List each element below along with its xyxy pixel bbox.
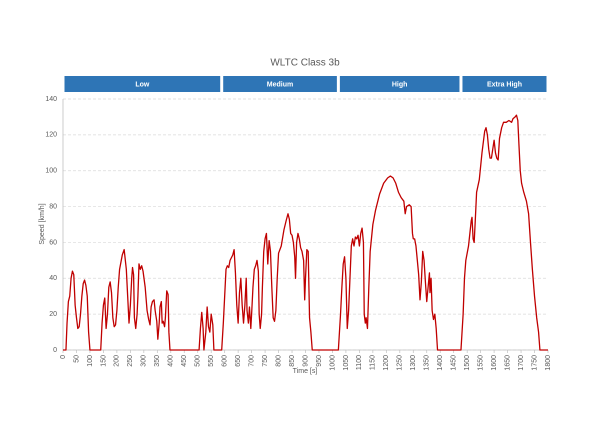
- phase-bar: [64, 76, 221, 92]
- phase-bar: [223, 76, 337, 92]
- speed-line: [63, 114, 548, 351]
- y-axis-label: Speed [km/h]: [39, 203, 46, 244]
- x-tick-label: 1600: [491, 355, 498, 371]
- phase-label: Low: [135, 81, 150, 88]
- y-tick-label: 140: [45, 96, 57, 103]
- y-tick-label: 100: [45, 168, 57, 175]
- y-tick-label: 0: [53, 347, 57, 354]
- phase-label: High: [392, 81, 408, 88]
- chart-title: WLTC Class 3b: [270, 58, 340, 69]
- x-tick-label: 450: [181, 355, 188, 367]
- x-tick-label: 900: [302, 355, 309, 367]
- phase-label: Medium: [267, 81, 293, 88]
- x-tick-label: 300: [141, 355, 148, 367]
- x-tick-label: 250: [127, 355, 134, 367]
- x-tick-label: 1500: [464, 355, 471, 371]
- x-tick-label: 1150: [370, 355, 377, 370]
- x-tick-label: 500: [195, 355, 202, 367]
- x-tick-label: 1700: [518, 355, 525, 371]
- x-tick-label: 1650: [504, 355, 511, 371]
- x-tick-label: 600: [222, 355, 229, 367]
- x-tick-label: 400: [168, 355, 175, 367]
- x-tick-label: 1750: [531, 355, 538, 371]
- x-tick-label: 1550: [477, 355, 484, 371]
- y-tick-label: 120: [45, 132, 57, 139]
- x-tick-label: 1400: [437, 355, 444, 371]
- x-tick-label: 800: [275, 355, 282, 367]
- x-tick-label: 1800: [545, 355, 552, 371]
- x-axis-label: Time [s]: [293, 368, 318, 375]
- x-tick-label: 100: [87, 355, 94, 367]
- x-tick-label: 150: [100, 355, 107, 367]
- x-tick-label: 950: [316, 355, 323, 367]
- x-tick-label: 0: [60, 355, 67, 359]
- x-tick-label: 50: [73, 355, 80, 363]
- x-tick-label: 650: [235, 355, 242, 367]
- x-tick-label: 550: [208, 355, 215, 367]
- y-tick-label: 20: [49, 311, 57, 318]
- y-tick-label: 80: [49, 203, 57, 210]
- phase-bar: [339, 76, 460, 92]
- phase-label: Extra High: [487, 81, 522, 88]
- phase-bar: [462, 76, 547, 92]
- y-tick-label: 40: [49, 275, 57, 282]
- x-tick-label: 350: [154, 355, 161, 367]
- x-tick-label: 1000: [329, 355, 336, 371]
- x-tick-label: 1250: [397, 355, 404, 371]
- x-tick-label: 1300: [410, 355, 417, 371]
- x-tick-label: 1100: [356, 355, 363, 370]
- x-tick-label: 850: [289, 355, 296, 367]
- x-tick-label: 1200: [383, 355, 390, 371]
- x-tick-label: 1450: [451, 355, 458, 371]
- x-tick-label: 750: [262, 355, 269, 367]
- x-tick-label: 1350: [424, 355, 431, 371]
- x-tick-label: 1050: [343, 355, 350, 371]
- y-tick-label: 60: [49, 239, 57, 246]
- x-tick-label: 200: [114, 355, 121, 367]
- x-tick-label: 700: [248, 355, 255, 367]
